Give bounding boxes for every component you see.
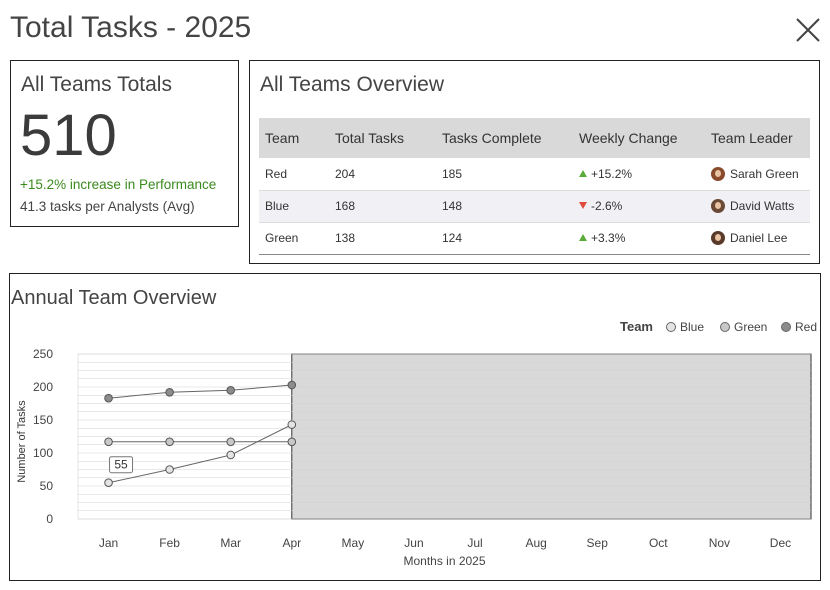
page-title: Total Tasks - 2025 xyxy=(10,11,252,44)
leader-name: Daniel Lee xyxy=(730,231,788,245)
y-axis-label: Number of Tasks xyxy=(16,400,28,483)
weekly-change-cell: +3.3% xyxy=(573,222,705,255)
arrow-down-icon xyxy=(579,202,587,209)
overview-card: All Teams Overview Team Total Tasks Task… xyxy=(249,60,820,264)
totals-increase: +15.2% increase in Performance xyxy=(20,177,217,192)
column-header-team[interactable]: Team xyxy=(259,118,329,158)
legend-title: Team xyxy=(620,319,653,334)
data-label-box xyxy=(109,456,134,474)
legend-marker-green xyxy=(720,322,730,332)
totals-value: 510 xyxy=(20,103,117,168)
x-tick-label: Dec xyxy=(770,536,791,550)
y-tick-label: 50 xyxy=(40,479,54,493)
legend-label-red: Red xyxy=(795,320,817,334)
data-point-green xyxy=(104,437,113,447)
weekly-change-value: +3.3% xyxy=(591,231,626,245)
legend-label-blue: Blue xyxy=(680,320,704,334)
arrow-up-icon xyxy=(579,169,587,177)
data-point-green xyxy=(226,437,236,447)
x-tick-label: Jul xyxy=(467,536,482,550)
overview-heading: All Teams Overview xyxy=(260,73,444,96)
weekly-change-cell: +15.2% xyxy=(573,158,705,191)
total-tasks-cell: 138 xyxy=(329,222,436,255)
x-axis-label: Months in 2025 xyxy=(403,554,485,568)
x-tick-label: Sep xyxy=(587,536,609,550)
data-point-red xyxy=(287,380,297,390)
total-tasks-cell: 204 xyxy=(329,158,436,191)
x-tick-label: Feb xyxy=(159,536,180,550)
avatar xyxy=(711,231,725,245)
data-point-blue xyxy=(287,420,297,429)
column-header-team-leader[interactable]: Team Leader xyxy=(705,118,810,158)
overview-table: Team Total Tasks Tasks Complete Weekly C… xyxy=(259,118,810,255)
team-cell: Blue xyxy=(259,190,329,223)
leader-name: Sarah Green xyxy=(730,166,799,181)
data-point-red xyxy=(226,386,236,395)
data-point-green xyxy=(287,437,297,447)
totals-card: All Teams Totals 510 +15.2% increase in … xyxy=(10,60,239,227)
data-point-green xyxy=(165,437,174,447)
weekly-change-value: +15.2% xyxy=(591,166,633,181)
tasks-complete-cell: 148 xyxy=(436,190,573,223)
avatar xyxy=(711,166,725,181)
x-tick-label: Aug xyxy=(525,536,546,550)
data-point-red xyxy=(165,387,174,397)
data-point-blue xyxy=(165,465,174,474)
column-header-tasks-complete[interactable]: Tasks Complete xyxy=(436,118,573,158)
legend-marker-blue xyxy=(666,322,676,332)
data-point-blue xyxy=(104,478,113,487)
legend-marker-red xyxy=(781,322,791,332)
team-leader-cell: David Watts xyxy=(705,190,810,223)
y-tick-label: 150 xyxy=(33,413,53,427)
arrow-up-icon xyxy=(579,234,587,241)
column-header-weekly-change[interactable]: Weekly Change xyxy=(573,118,705,158)
data-point-blue xyxy=(226,450,236,460)
weekly-change-cell: -2.6% xyxy=(573,190,705,223)
avatar xyxy=(711,199,725,213)
weekly-change-value: -2.6% xyxy=(591,199,623,213)
x-tick-label: Jan xyxy=(99,536,118,550)
annual-heading: Annual Team Overview xyxy=(11,287,217,309)
total-tasks-cell: 168 xyxy=(329,190,436,223)
column-header-total-tasks[interactable]: Total Tasks xyxy=(329,118,436,158)
data-point-red xyxy=(104,393,113,403)
team-leader-cell: Daniel Lee xyxy=(705,222,810,255)
tasks-complete-cell: 185 xyxy=(436,158,573,191)
data-label: 55 xyxy=(114,458,128,472)
annual-chart: 0 50 100 150 200 250 Jan Feb Mar Apr May Jun Jul Aug S… xyxy=(16,319,817,568)
totals-heading: All Teams Totals xyxy=(21,73,172,96)
close-button[interactable] xyxy=(792,14,824,46)
legend-label-green: Green xyxy=(734,320,767,334)
x-tick-label: Apr xyxy=(282,536,301,550)
totals-average: 41.3 tasks per Analysts (Avg) xyxy=(20,199,195,214)
y-tick-label: 100 xyxy=(33,446,53,460)
team-cell: Red xyxy=(259,158,329,191)
x-tick-label: May xyxy=(342,536,365,550)
y-tick-label: 200 xyxy=(33,380,53,394)
annual-card: Annual Team Overview 0 50 100 150 200 250 Jan F… xyxy=(9,273,821,581)
series-line-blue xyxy=(108,424,293,484)
y-tick-label: 0 xyxy=(46,512,53,526)
y-tick-label: 250 xyxy=(33,347,53,361)
close-icon xyxy=(796,18,820,42)
x-tick-label: Mar xyxy=(220,536,241,550)
team-leader-cell: Sarah Green xyxy=(705,158,810,191)
x-tick-label: Nov xyxy=(709,536,730,550)
table-row[interactable]: Green 138 124 +3.3% Daniel Lee xyxy=(259,222,810,255)
team-cell: Green xyxy=(259,222,329,255)
leader-name: David Watts xyxy=(730,199,795,213)
series-line-red xyxy=(108,384,292,399)
table-row[interactable]: Red 204 185 +15.2% Sarah Green xyxy=(259,158,810,191)
x-tick-label: Jun xyxy=(404,536,423,550)
table-row[interactable]: Blue 168 148 -2.6% David Watts xyxy=(259,190,810,223)
tasks-complete-cell: 124 xyxy=(436,222,573,255)
table-header-row: Team Total Tasks Tasks Complete Weekly C… xyxy=(259,118,810,158)
x-tick-label: Oct xyxy=(649,536,668,550)
